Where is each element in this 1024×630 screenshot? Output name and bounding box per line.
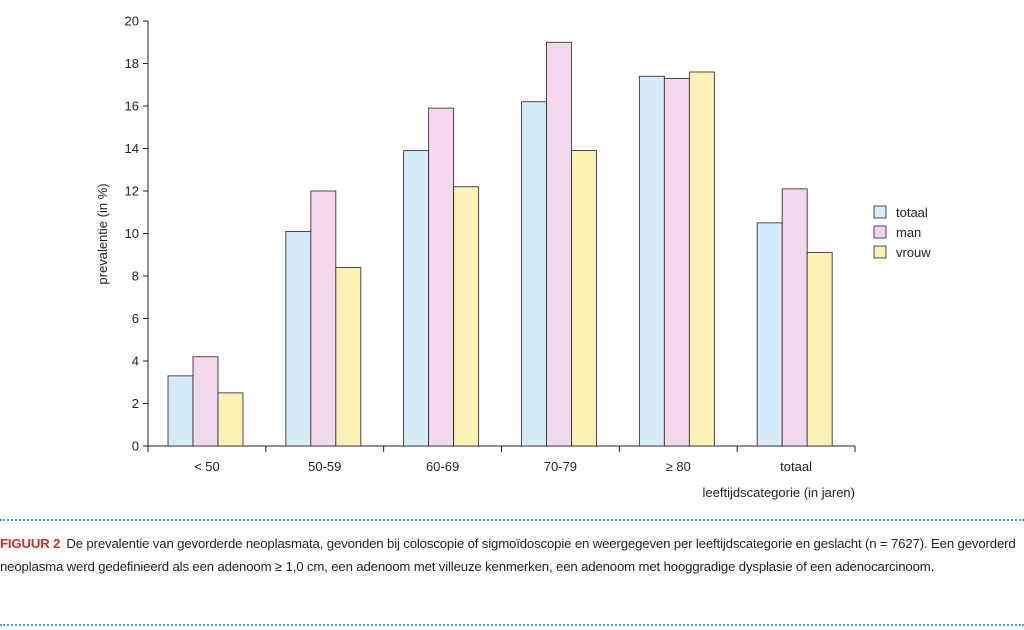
x-tick-label: < 50 [194,459,220,474]
y-axis-label: prevalentie (in %) [95,183,110,284]
bar-vrouw-1 [335,267,362,447]
bar-vrouw-4 [688,71,715,447]
x-tick-label: 60-69 [426,459,459,474]
bar-totaal-1 [285,230,312,447]
bar-man-1 [310,190,337,447]
y-tick-label: 20 [125,14,139,29]
bar-totaal-0 [167,375,194,447]
bar-man-3 [546,41,572,447]
x-tick-label: 70-79 [544,459,577,474]
y-tick-label: 0 [132,439,139,454]
caption-text: De prevalentie van gevorderde neoplasmat… [0,536,1016,574]
caption-bottom-rule [0,624,1024,626]
bar-man-5 [781,188,808,447]
y-axis: 0 2 4 6 8 10 12 14 16 18 20 [125,14,149,454]
y-tick-label: 8 [132,269,139,284]
bar-totaal-3 [521,101,547,447]
bars [167,41,833,447]
y-tick-label: 2 [132,396,139,411]
legend-label-totaal: totaal [896,205,928,220]
x-axis: < 50 50-59 60-69 70-79 ≥ 80 totaal [147,445,856,474]
y-tick-label: 14 [125,141,139,156]
y-tick-label: 6 [132,311,139,326]
bar-totaal-4 [638,75,665,447]
bar-man-0 [192,356,219,447]
bar-man-2 [428,107,455,447]
bar-chart: 0 2 4 6 8 10 12 14 16 18 20 < 50 50-59 60-69 70-79 ≥ 8… [95,14,931,501]
caption-top-rule [0,519,1024,521]
x-tick-label: 50-59 [308,459,341,474]
x-tick-label: totaal [780,459,812,474]
bar-vrouw-3 [571,150,597,447]
bar-vrouw-2 [453,186,480,447]
legend-swatch-totaal [873,205,887,219]
x-tick-label: ≥ 80 [666,459,691,474]
bar-vrouw-5 [806,252,833,447]
bar-man-4 [663,77,690,447]
y-tick-label: 18 [125,56,139,71]
legend: totaal man vrouw [873,205,931,260]
figure-caption: FIGUUR 2 De prevalentie van gevorderde ne… [0,532,1018,578]
bar-totaal-5 [756,222,783,447]
x-axis-label: leeftijdscategorie (in jaren) [703,485,855,500]
legend-swatch-vrouw [873,245,887,259]
y-tick-label: 12 [125,184,139,199]
bar-vrouw-0 [217,392,244,447]
figure-label: FIGUUR 2 [0,536,61,551]
y-tick-label: 10 [125,226,139,241]
legend-label-vrouw: vrouw [896,245,931,260]
legend-label-man: man [896,225,921,240]
bar-totaal-2 [403,150,430,447]
y-tick-label: 16 [125,99,139,114]
y-tick-label: 4 [132,354,139,369]
legend-swatch-man [873,225,887,239]
